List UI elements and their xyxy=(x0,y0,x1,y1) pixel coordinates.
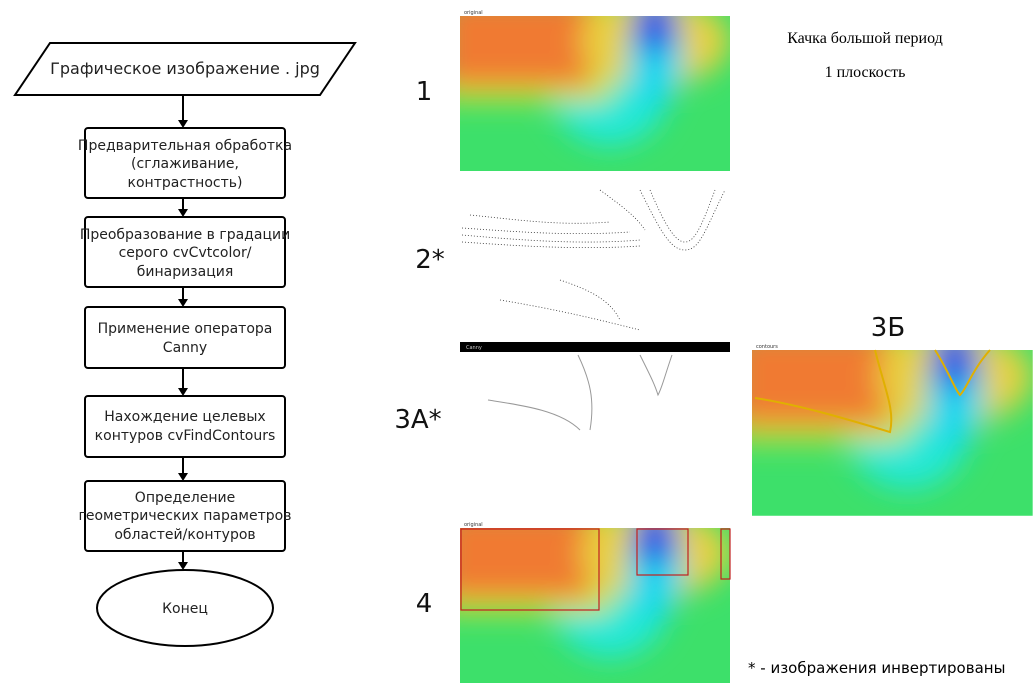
window-bar xyxy=(752,342,1033,350)
node-text: Конец xyxy=(162,601,208,617)
window-bar xyxy=(460,8,730,16)
panel-label: 4 xyxy=(416,589,433,619)
arrowhead xyxy=(178,120,188,128)
footnote: * - изображения инвертированы xyxy=(748,659,1005,677)
heatmap xyxy=(440,0,730,171)
window-title: Canny xyxy=(466,345,482,351)
node-text: областей/контуров xyxy=(114,527,255,543)
node-text: контуров cvFindContours xyxy=(95,428,276,444)
panel-label: 1 xyxy=(416,77,433,107)
window-bar xyxy=(460,342,730,352)
window-bar xyxy=(460,520,730,528)
node-text: Применение оператора xyxy=(98,321,273,337)
window-title: original xyxy=(464,522,483,528)
node-text: Нахождение целевых xyxy=(104,409,265,425)
heatmap xyxy=(440,508,730,683)
canny-image xyxy=(460,352,730,512)
panels: 1 2* 3А* 3Б 4 original Canny contours or… xyxy=(394,0,1033,683)
arrowhead xyxy=(178,388,188,396)
window-title: contours xyxy=(756,344,778,350)
arrowhead xyxy=(178,562,188,570)
node-text: Преобразование в градации xyxy=(80,227,290,243)
subtitle: 1 плоскость xyxy=(825,64,906,81)
arrowhead xyxy=(178,209,188,217)
node-text: (сглаживание, xyxy=(131,156,239,172)
flowchart: Графическое изображение . jpg Предварите… xyxy=(15,43,355,646)
page: Графическое изображение . jpg Предварите… xyxy=(0,0,1035,684)
arrowhead xyxy=(178,299,188,307)
heatmap xyxy=(731,329,1033,516)
panel-label: 3А* xyxy=(394,405,441,435)
node-text: контрастность) xyxy=(128,175,243,191)
node-text: Предварительная обработка xyxy=(78,138,292,154)
node-text: Графическое изображение . jpg xyxy=(50,59,320,78)
process-node xyxy=(85,396,285,457)
node-text: Canny xyxy=(163,340,207,356)
process-node xyxy=(85,307,285,368)
window-title: original xyxy=(464,10,483,16)
node-text: бинаризация xyxy=(137,264,234,280)
title: Качка большой период xyxy=(787,30,943,47)
node-text: геометрических параметров xyxy=(79,508,292,524)
arrowhead xyxy=(178,473,188,481)
binary-image xyxy=(460,185,730,335)
panel-label: 2* xyxy=(415,245,445,275)
node-text: серого cvCvtcolor/ xyxy=(119,245,252,261)
panel-label: 3Б xyxy=(871,313,905,343)
node-text: Определение xyxy=(135,490,235,506)
